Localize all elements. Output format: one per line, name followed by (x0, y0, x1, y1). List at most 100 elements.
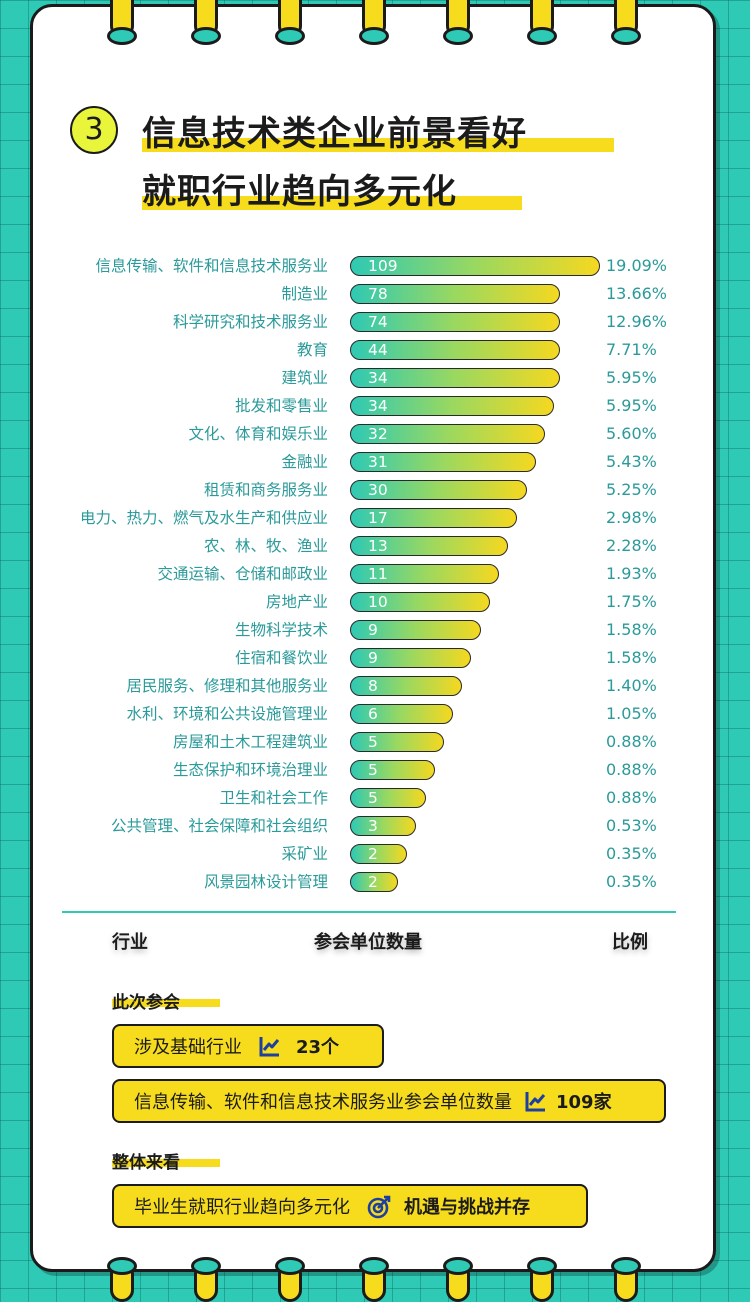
binder-ring-bottom (107, 1257, 137, 1302)
binder-ring-top (527, 0, 557, 45)
binder-ring-bottom (611, 1257, 641, 1302)
category-label: 房屋和土木工程建筑业 (172, 733, 328, 751)
pill-text: 涉及基础行业 (134, 1037, 242, 1058)
bar (350, 648, 471, 668)
bar-value-label: 34 (368, 397, 388, 415)
bar-value-label: 109 (368, 257, 398, 275)
category-label: 交通运输、仓储和邮政业 (157, 565, 328, 583)
category-label: 采矿业 (281, 845, 328, 863)
binder-ring-top (443, 0, 473, 45)
chart-row: 生物科学技术 9 1.58% (0, 619, 750, 641)
percent-label: 1.93% (606, 564, 657, 583)
category-label: 金融业 (281, 453, 328, 471)
percent-label: 12.96% (606, 312, 668, 331)
chart-row: 卫生和社会工作 5 0.88% (0, 787, 750, 809)
section-title-overall: 整体来看 (112, 1153, 180, 1173)
value-axis-label: 参会单位数量 (314, 932, 422, 953)
chart-row: 电力、热力、燃气及水生产和供应业 17 2.98% (0, 507, 750, 529)
chart-row: 租赁和商务服务业 30 5.25% (0, 479, 750, 501)
section-highlight (112, 1159, 220, 1167)
bar (350, 620, 481, 640)
bar (350, 732, 444, 752)
bar-value-label: 11 (368, 565, 388, 583)
category-label: 建筑业 (281, 369, 328, 387)
bar (350, 284, 560, 304)
bar (350, 676, 462, 696)
bar-value-label: 9 (368, 621, 378, 639)
bar-value-label: 6 (368, 705, 378, 723)
chart-line-icon (524, 1089, 548, 1113)
chart-row: 水利、环境和公共设施管理业 6 1.05% (0, 703, 750, 725)
percent-label: 1.75% (606, 592, 657, 611)
bar (350, 424, 545, 444)
chart-row: 房地产业 10 1.75% (0, 591, 750, 613)
bar-value-label: 2 (368, 845, 378, 863)
bar-value-label: 13 (368, 537, 388, 555)
binder-ring-top (611, 0, 641, 45)
chart-line-icon (258, 1034, 282, 1058)
binder-ring-bottom (191, 1257, 221, 1302)
bar (350, 844, 407, 864)
category-label: 租赁和商务服务业 (203, 481, 328, 499)
binder-ring-top (359, 0, 389, 45)
percent-label: 13.66% (606, 284, 668, 303)
bar (350, 312, 560, 332)
percent-label: 0.88% (606, 760, 657, 779)
title-highlight (142, 196, 522, 210)
percent-label: 2.98% (606, 508, 657, 527)
category-label: 卫生和社会工作 (219, 789, 328, 807)
bar (350, 508, 517, 528)
chart-row: 公共管理、社会保障和社会组织 3 0.53% (0, 815, 750, 837)
section-number: 3 (70, 106, 118, 154)
bar-value-label: 2 (368, 873, 378, 891)
bar (350, 452, 536, 472)
percent-label: 5.25% (606, 480, 657, 499)
bar-value-label: 5 (368, 761, 378, 779)
pill-value: 23个 (296, 1037, 340, 1058)
bar-value-label: 74 (368, 313, 388, 331)
percent-label: 5.60% (606, 424, 657, 443)
bar-value-label: 44 (368, 341, 388, 359)
category-label: 农、林、牧、渔业 (203, 537, 328, 555)
chart-row: 住宿和餐饮业 9 1.58% (0, 647, 750, 669)
bar (350, 396, 554, 416)
category-label: 风景园林设计管理 (203, 873, 328, 891)
category-label: 生态保护和环境治理业 (172, 761, 328, 779)
industry-count-pill: 涉及基础行业 23个 (112, 1024, 384, 1068)
percent-label: 0.88% (606, 732, 657, 751)
binder-ring-bottom (359, 1257, 389, 1302)
category-label: 居民服务、修理和其他服务业 (126, 677, 328, 695)
bar (350, 704, 453, 724)
section-highlight (112, 999, 220, 1007)
bar-value-label: 8 (368, 677, 378, 695)
category-label: 批发和零售业 (234, 397, 328, 415)
bar (350, 564, 499, 584)
bar (350, 480, 527, 500)
page-title-line1: 信息技术类企业前景看好 (142, 114, 527, 154)
bar (350, 340, 560, 360)
chart-row: 文化、体育和娱乐业 32 5.60% (0, 423, 750, 445)
binder-ring-bottom (443, 1257, 473, 1302)
binder-ring-bottom (527, 1257, 557, 1302)
bar-value-label: 10 (368, 593, 388, 611)
percent-label: 1.58% (606, 648, 657, 667)
percent-label: 1.58% (606, 620, 657, 639)
section-title-participation: 此次参会 (112, 993, 180, 1013)
percent-label: 0.35% (606, 844, 657, 863)
category-label: 电力、热力、燃气及水生产和供应业 (79, 509, 328, 527)
percent-axis-label: 比例 (612, 932, 648, 953)
percent-label: 5.43% (606, 452, 657, 471)
bar (350, 872, 398, 892)
bar-value-label: 34 (368, 369, 388, 387)
bar-value-label: 5 (368, 733, 378, 751)
pill-value: 109家 (556, 1092, 612, 1113)
bar (350, 368, 560, 388)
category-label: 公共管理、社会保障和社会组织 (110, 817, 328, 835)
bar-value-label: 31 (368, 453, 388, 471)
page-title-line2: 就职行业趋向多元化 (142, 172, 457, 212)
bar (350, 760, 435, 780)
category-label: 科学研究和技术服务业 (172, 313, 328, 331)
percent-label: 5.95% (606, 368, 657, 387)
bar (350, 816, 416, 836)
percent-label: 0.53% (606, 816, 657, 835)
